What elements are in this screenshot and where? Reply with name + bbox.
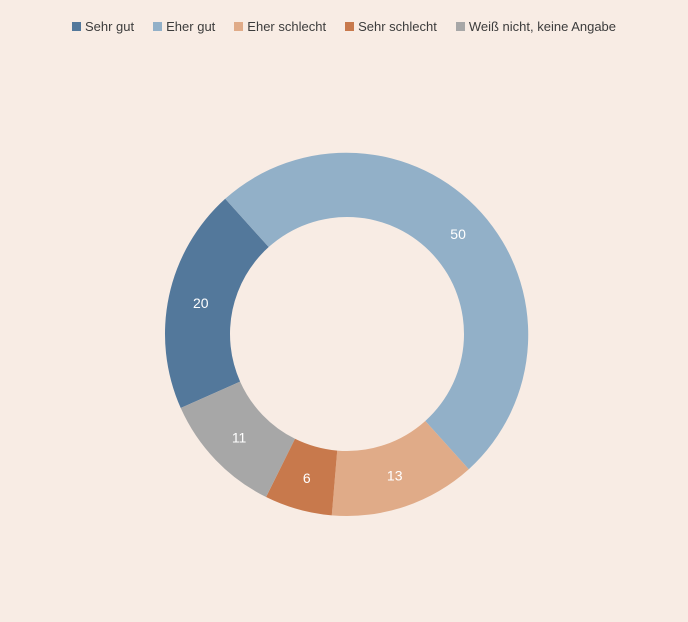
slice-value-label-sehr-schlecht: 6: [303, 470, 311, 486]
donut-segment-eher-gut[interactable]: [225, 152, 529, 470]
donut-segment-sehr-schlecht[interactable]: [266, 438, 338, 516]
legend-item-sehr-schlecht[interactable]: Sehr schlecht: [345, 20, 437, 33]
legend-label: Sehr gut: [84, 19, 135, 34]
legend-swatch-icon: [153, 22, 163, 31]
legend-swatch-icon: [234, 22, 244, 31]
slice-value-label-eher-schlecht: 13: [387, 468, 403, 484]
slice-value-label-sehr-gut: 20: [193, 295, 209, 311]
legend-swatch-icon: [71, 22, 81, 31]
legend-label: Eher schlecht: [247, 19, 327, 34]
slice-value-label-wei-nicht-keine-angabe: 11: [232, 430, 247, 446]
donut-segment-wei-nicht-keine-angabe[interactable]: [180, 381, 295, 498]
donut-segment-eher-schlecht[interactable]: [331, 420, 469, 516]
legend-item-eher-gut[interactable]: Eher gut: [153, 20, 215, 33]
legend-label: Weiß nicht, keine Angabe: [468, 19, 617, 34]
legend-item-sehr-gut[interactable]: Sehr gut: [71, 19, 135, 34]
chart-legend: Sehr gut Eher gut Eher schlecht Sehr schlec…: [0, 20, 688, 33]
legend-item-wei-nicht-keine-angabe[interactable]: Weiß nicht, keine Angabe: [455, 19, 617, 34]
donut-segment-sehr-gut[interactable]: [164, 198, 269, 409]
legend-label: Sehr schlecht: [358, 19, 437, 34]
legend-label: Eher gut: [166, 19, 216, 34]
legend-swatch-icon: [345, 22, 355, 31]
legend-item-eher-schlecht[interactable]: Eher schlecht: [234, 20, 326, 33]
slice-value-label-eher-gut: 50: [450, 226, 466, 242]
legend-swatch-icon: [455, 22, 465, 31]
